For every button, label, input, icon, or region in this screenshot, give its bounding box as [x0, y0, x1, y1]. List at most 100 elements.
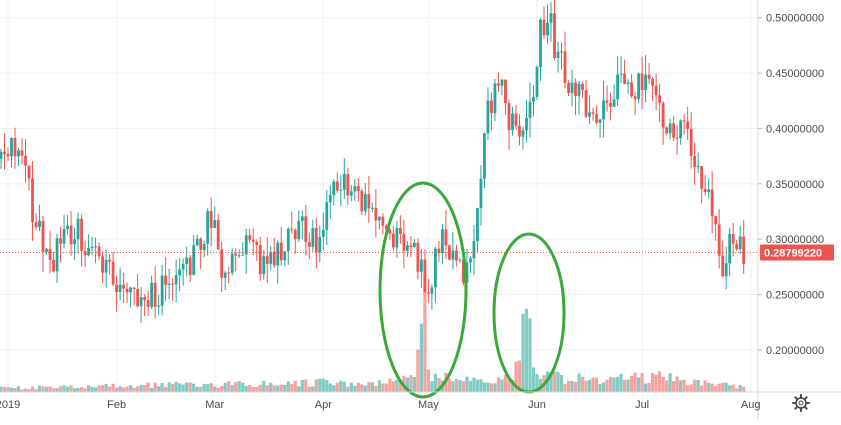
candle [630, 82, 633, 97]
volume-bar [363, 385, 367, 392]
candle [234, 253, 238, 256]
candle [311, 227, 315, 247]
volume-bar [703, 380, 707, 392]
volume-bar [710, 383, 714, 392]
volume-bar [482, 382, 487, 392]
candle [476, 208, 479, 242]
volume-bar [79, 387, 84, 392]
candle [262, 256, 266, 275]
volume-bar [395, 379, 399, 392]
candle [581, 84, 584, 91]
volume-bar [139, 384, 143, 392]
volume-bar [615, 376, 620, 392]
candle [377, 216, 381, 221]
candle [209, 210, 213, 228]
candle [721, 255, 725, 277]
candle [574, 82, 577, 96]
volume-bar [178, 383, 182, 392]
candle [458, 259, 462, 261]
y-tick-label: 0.40000000 [766, 123, 824, 135]
candle [472, 241, 476, 259]
candle [171, 283, 175, 285]
candle [490, 100, 493, 114]
candle [374, 207, 378, 221]
y-tick-label: 0.50000000 [766, 13, 824, 25]
candle [276, 242, 280, 266]
volume-bar [293, 380, 297, 392]
candle [412, 242, 416, 247]
volume-bar [458, 380, 462, 392]
candle [48, 248, 52, 260]
x-tick-label: Aug [741, 399, 761, 411]
volume-bar [405, 377, 409, 392]
volume-bar [209, 383, 213, 392]
candle [349, 191, 353, 196]
volume-bar [48, 386, 52, 392]
candle [619, 73, 623, 75]
volume-bar [27, 389, 31, 392]
candle [654, 85, 658, 96]
candle [325, 202, 329, 230]
volume-bar [227, 381, 231, 392]
candle [542, 19, 546, 36]
candle [3, 151, 6, 154]
volume-bar [185, 382, 189, 392]
candle [493, 83, 497, 114]
candle [24, 155, 27, 166]
volume-bar [693, 379, 697, 392]
volume-bar [129, 385, 133, 392]
candle [335, 181, 339, 191]
candle [251, 239, 255, 242]
volume-bar [23, 388, 28, 392]
volume-bar [689, 384, 693, 392]
volume-bar [339, 380, 343, 392]
volume-bar [136, 386, 140, 392]
candle [90, 246, 94, 249]
volume-bar [654, 374, 658, 392]
candle [150, 282, 154, 307]
candle [139, 297, 143, 307]
candle [497, 83, 500, 86]
volume-bar [489, 383, 494, 392]
volume-bar [707, 382, 711, 392]
settings-button[interactable] [792, 394, 810, 412]
volume-bar [255, 386, 259, 392]
volume-bar [93, 387, 98, 392]
gear-icon[interactable] [792, 394, 810, 412]
candle [101, 256, 104, 273]
candle [258, 245, 262, 275]
volume-bar [107, 386, 112, 392]
y-tick-label: 0.35000000 [766, 179, 824, 191]
volume-bar [223, 382, 227, 392]
volume-bar [279, 384, 283, 392]
volume-bar [605, 379, 609, 392]
volume-bar [69, 385, 73, 392]
candle [41, 221, 45, 252]
candle [272, 251, 276, 266]
volume-bar [486, 382, 490, 392]
volume-bar [538, 378, 543, 392]
candle [83, 250, 87, 256]
volume-bar [433, 373, 438, 392]
volume-bar [682, 379, 686, 392]
candle [595, 113, 598, 123]
annotation-ellipse [378, 181, 468, 399]
volume-bar [307, 386, 311, 392]
volume-bar [661, 376, 665, 392]
volume-bar [258, 384, 262, 392]
volume-bar [237, 381, 241, 392]
candle [462, 259, 465, 283]
candle [714, 216, 718, 225]
volume-bar [55, 388, 59, 392]
volume-bar [325, 380, 329, 392]
candle [689, 128, 693, 157]
candle [356, 186, 360, 191]
candle [479, 178, 483, 209]
y-tick-label: 0.20000000 [766, 345, 824, 357]
candle [602, 100, 605, 120]
candle [507, 103, 511, 131]
volume-bar [314, 379, 318, 392]
candle [94, 246, 97, 248]
candle [115, 284, 119, 293]
